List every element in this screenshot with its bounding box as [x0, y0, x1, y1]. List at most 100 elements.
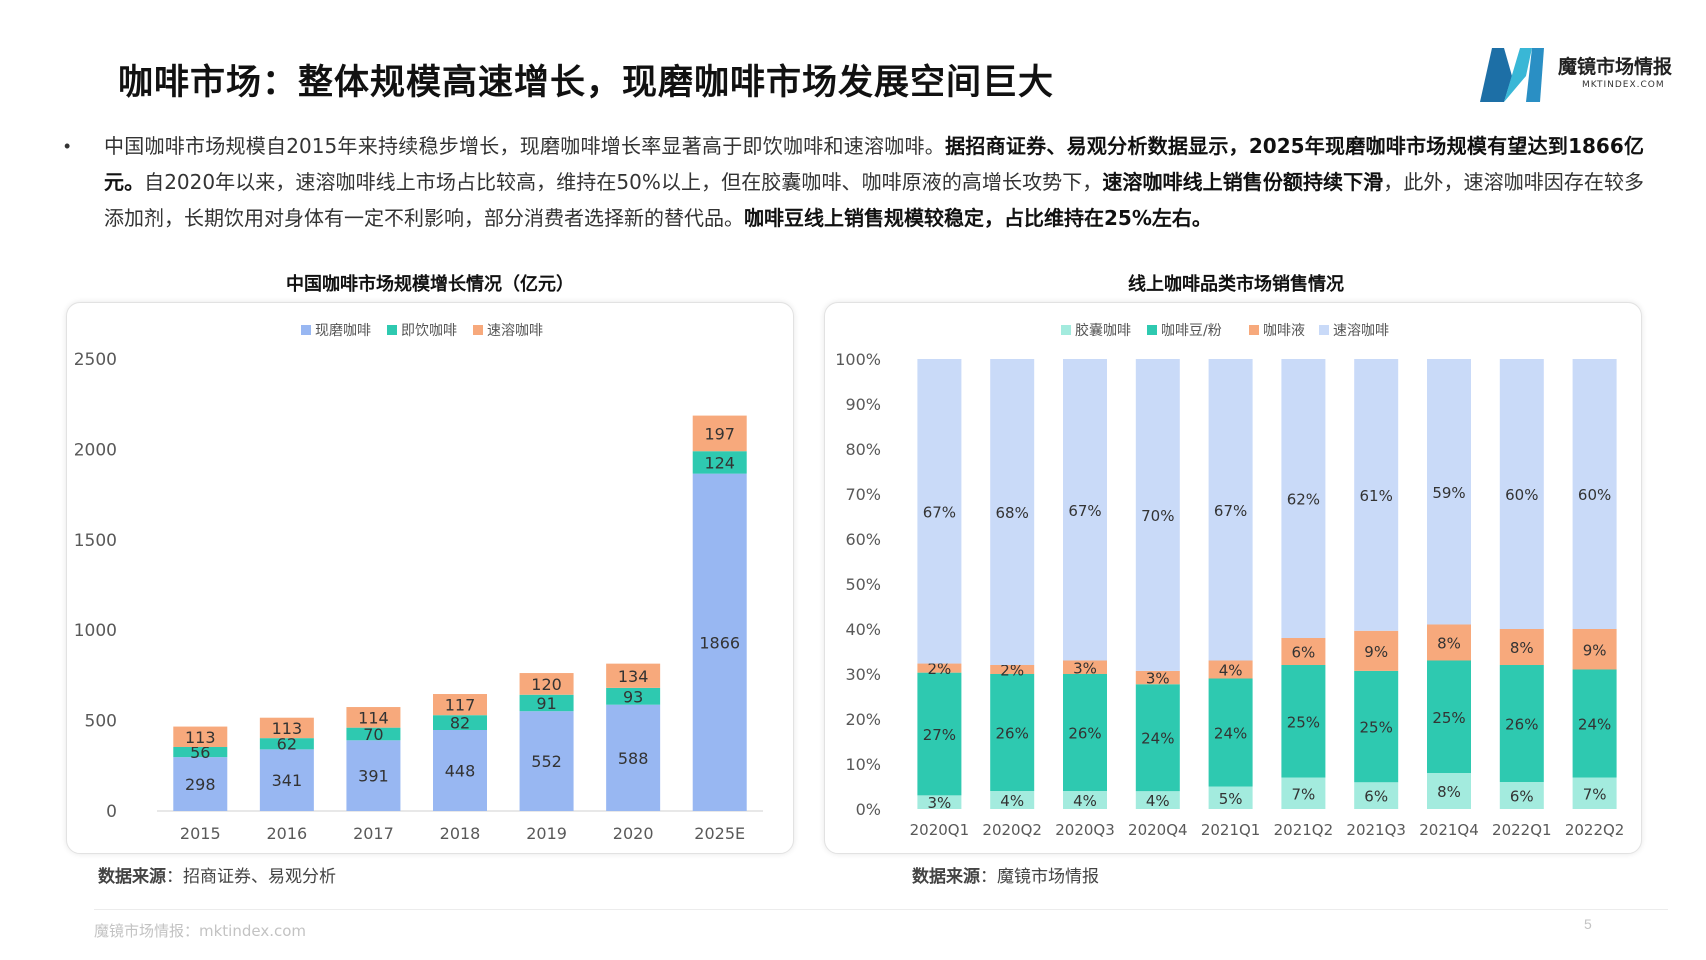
- data-label: 588: [618, 749, 649, 768]
- data-label: 7%: [1583, 785, 1607, 803]
- data-label: 8%: [1437, 635, 1461, 653]
- data-label: 5%: [1219, 790, 1243, 808]
- x-tick-label: 2025E: [694, 824, 745, 843]
- y-tick-label: 10%: [845, 755, 881, 774]
- left-chart-panel: 现磨咖啡 即饮咖啡 速溶咖啡 0 500 1000 1500 2000 2500 298 56 113…: [66, 302, 794, 854]
- legend-swatch: [473, 325, 483, 335]
- y-tick-label: 2500: [74, 350, 117, 370]
- y-tick-label: 90%: [845, 395, 881, 414]
- data-label: 25%: [1360, 719, 1393, 737]
- data-label: 70%: [1141, 507, 1174, 525]
- data-label: 113: [185, 728, 216, 747]
- data-label: 8%: [1510, 639, 1534, 657]
- data-label: 26%: [1505, 716, 1538, 734]
- data-label: 62%: [1287, 491, 1320, 509]
- legend-swatch: [1061, 325, 1071, 335]
- bar-segment: [692, 451, 747, 474]
- bar-segment: [1208, 678, 1253, 787]
- y-tick-label: 2000: [74, 440, 117, 460]
- legend-label: 胶囊咖啡: [1075, 322, 1131, 339]
- summary-paragraph: 中国咖啡市场规模自2015年来持续稳步增长，现磨咖啡增长率显著高于即饮咖啡和速溶…: [104, 128, 1644, 236]
- bar-segment: [917, 672, 962, 796]
- data-label: 82: [450, 714, 470, 733]
- online-category-chart: 胶囊咖啡 咖啡豆/粉 咖啡液 速溶咖啡 0% 10% 20% 30% 40% 50% 60% 70% 8…: [835, 322, 1624, 839]
- legend-swatch: [1319, 325, 1329, 335]
- bar-segment: [433, 715, 487, 731]
- bar-segment: [1427, 359, 1471, 625]
- data-label: 3%: [1073, 659, 1097, 677]
- bar-segment: [1063, 359, 1107, 661]
- bar-segment: [1354, 782, 1399, 809]
- data-label: 24%: [1214, 725, 1247, 743]
- logo-m-icon: [1480, 48, 1544, 102]
- x-tick-label: 2021Q1: [1201, 821, 1261, 839]
- y-tick-label: 40%: [845, 620, 881, 639]
- bar-segment: [1354, 630, 1399, 671]
- bar-segment: [1063, 674, 1107, 791]
- bar-segment: [1572, 359, 1617, 629]
- data-label: 391: [358, 767, 389, 786]
- source-text: ：招商证券、易观分析: [166, 867, 336, 887]
- y-tick-label: 70%: [845, 485, 881, 504]
- data-label: 24%: [1141, 730, 1174, 748]
- bar-segment: [1499, 629, 1544, 665]
- data-label: 9%: [1583, 641, 1607, 659]
- data-label: 25%: [1287, 713, 1320, 731]
- bar-segment: [917, 795, 962, 809]
- data-label: 448: [445, 762, 476, 781]
- bar-segment: [173, 726, 228, 747]
- legend-label: 速溶咖啡: [1333, 323, 1389, 339]
- data-label: 6%: [1510, 788, 1534, 806]
- y-tick-label: 50%: [845, 575, 881, 594]
- bar-segment: [1427, 624, 1471, 661]
- data-label: 341: [272, 771, 303, 790]
- y-tick-label: 0: [106, 802, 117, 822]
- bar-segment: [346, 707, 401, 728]
- y-tick-label: 30%: [845, 665, 881, 684]
- logo-name: 魔镜市场情报: [1558, 56, 1673, 78]
- bar-segment: [1135, 670, 1180, 685]
- y-tick-label: 80%: [845, 440, 881, 459]
- bar-segment: [692, 473, 747, 811]
- bar-segment: [1281, 359, 1326, 638]
- bar-segment: [1572, 629, 1617, 670]
- source-label: 数据来源: [98, 867, 166, 887]
- x-tick-label: 2016: [266, 824, 307, 843]
- legend-label: 即饮咖啡: [401, 323, 457, 339]
- legend-label: 现磨咖啡: [315, 323, 371, 339]
- bar-segment: [1208, 660, 1253, 679]
- y-tick-label: 1000: [74, 621, 117, 641]
- y-tick-label: 1500: [74, 531, 117, 551]
- right-chart-panel: 胶囊咖啡 咖啡豆/粉 咖啡液 速溶咖啡 0% 10% 20% 30% 40% 50% 60% 70% 8…: [824, 302, 1642, 854]
- legend-swatch: [1249, 325, 1259, 335]
- y-tick-label: 500: [85, 712, 117, 732]
- data-label: 8%: [1437, 783, 1461, 801]
- bar-segment: [990, 674, 1035, 791]
- bar-segment: [519, 694, 574, 712]
- data-label: 6%: [1364, 788, 1388, 806]
- data-label: 117: [445, 696, 476, 715]
- data-label: 134: [618, 667, 649, 686]
- data-label: 4%: [1146, 792, 1170, 810]
- legend-label: 咖啡豆/粉: [1161, 323, 1222, 339]
- data-label: 113: [272, 719, 303, 738]
- bar-segment: [1135, 359, 1180, 671]
- bar-segment: [1208, 786, 1253, 809]
- data-label: 3%: [928, 794, 952, 812]
- x-tick-label: 2020Q3: [1055, 821, 1115, 839]
- data-label: 124: [704, 453, 735, 472]
- bar-segment: [1135, 684, 1180, 792]
- data-label: 91: [536, 694, 556, 713]
- data-label: 93: [623, 687, 643, 706]
- x-tick-label: 2015: [180, 824, 221, 843]
- bar-segment: [1281, 665, 1326, 778]
- data-label: 2%: [1000, 662, 1024, 680]
- data-label: 26%: [996, 725, 1029, 743]
- bar-segment: [1281, 777, 1326, 809]
- data-label: 26%: [1068, 725, 1101, 743]
- x-tick-label: 2021Q4: [1419, 821, 1479, 839]
- data-label: 60%: [1505, 486, 1538, 504]
- data-label: 68%: [996, 504, 1029, 522]
- bar-segment: [990, 665, 1035, 674]
- bar-segment: [1354, 670, 1399, 783]
